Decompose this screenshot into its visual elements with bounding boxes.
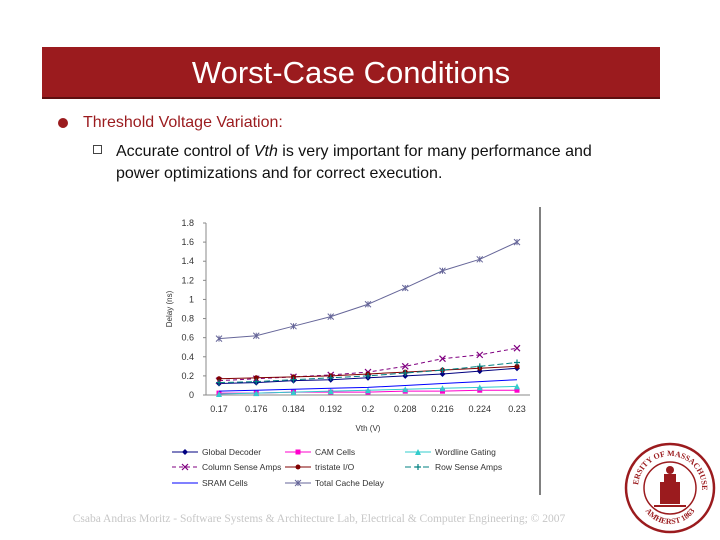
- bullet-box-icon: [93, 145, 102, 154]
- legend-marker-2: [415, 449, 421, 455]
- bullet-sub-suffix: is very important for many performance a…: [116, 143, 592, 182]
- x-tick-label: 0.216: [431, 404, 454, 414]
- series-3-point: [476, 351, 484, 359]
- y-tick-label: 0.8: [181, 314, 194, 324]
- legend-label-1: CAM Cells: [315, 447, 355, 457]
- series-4-point: [253, 375, 259, 381]
- legend-label-4: tristate I/O: [315, 462, 355, 472]
- series-5-point: [514, 359, 520, 366]
- series-7-point: [364, 300, 372, 308]
- legend-label-5: Row Sense Amps: [435, 462, 502, 472]
- series-4-point: [514, 363, 520, 369]
- bullet-dot-icon: [58, 118, 68, 128]
- y-tick-label: 0: [189, 390, 194, 400]
- series-3-point: [401, 362, 409, 370]
- series-5-point: [327, 374, 334, 381]
- y-tick-label: 1.8: [181, 218, 194, 228]
- x-tick-label: 0.2: [362, 404, 375, 414]
- x-tick-label: 0.23: [508, 404, 526, 414]
- delay-chart: 0 0.2 0.4 0.6 0.8 1 1.2 1.4 1.6 1.8 0.17 0.176 0.184…: [165, 207, 541, 495]
- series-2-point: [439, 385, 446, 392]
- bullet-sub-text: Accurate control of Vth is very importan…: [116, 141, 636, 185]
- x-tick-label: 0.17: [210, 404, 228, 414]
- series-3-point: [439, 355, 446, 363]
- series-5-point: [476, 363, 483, 370]
- series-7-point: [290, 322, 297, 330]
- y-tick-label: 1.6: [181, 237, 194, 247]
- series-5-point: [402, 370, 409, 377]
- slide-title: Worst-Case Conditions: [191, 55, 511, 90]
- legend-marker-3: [181, 463, 189, 471]
- series-7-point: [327, 313, 335, 320]
- series-2-point: [514, 383, 520, 390]
- legend-label-3: Column Sense Amps: [202, 462, 281, 472]
- y-tick-label: 0.2: [181, 371, 194, 381]
- series-2-point: [402, 386, 409, 393]
- series-5-point: [216, 379, 222, 386]
- y-tick-label: 1.4: [181, 256, 194, 266]
- legend-label-0: Global Decoder: [202, 447, 261, 457]
- legend-label-2: Wordline Gating: [435, 447, 496, 457]
- x-tick-label: 0.176: [245, 404, 268, 414]
- legend-marker-4: [295, 464, 301, 470]
- y-tick-label: 1.2: [181, 275, 194, 285]
- title-bar: Worst-Case Conditions: [42, 47, 660, 99]
- university-seal-icon: UNIVERSITY OF MASSACHUSETTS AMHERST 1863: [624, 442, 716, 534]
- series-5-point: [439, 367, 446, 374]
- legend-label-6: SRAM Cells: [202, 478, 248, 488]
- legend-marker-7: [294, 479, 302, 487]
- series-line-7: [218, 241, 518, 340]
- footer-text: Csaba Andras Moritz - Software Systems &…: [72, 513, 566, 525]
- series-7-point: [476, 255, 484, 263]
- legend-marker-0: [182, 449, 188, 455]
- series-1-point: [514, 387, 520, 393]
- series-2-point: [365, 387, 371, 394]
- x-tick-label: 0.192: [319, 404, 342, 414]
- x-tick-label: 0.208: [394, 404, 417, 414]
- series-2-point: [290, 389, 297, 396]
- chart-container: 0 0.2 0.4 0.6 0.8 1 1.2 1.4 1.6 1.8 0.17 0.176 0.184…: [160, 205, 550, 495]
- y-tick-label: 0.6: [181, 333, 194, 343]
- bullet-main-text: Threshold Voltage Variation:: [83, 114, 283, 131]
- legend-marker-1: [295, 449, 301, 455]
- series-5-point: [253, 378, 260, 385]
- series-2-point: [216, 391, 222, 398]
- series-5-point: [290, 376, 297, 383]
- series-2-point: [253, 390, 260, 397]
- y-tick-label: 0.4: [181, 352, 194, 362]
- series-7-point: [439, 267, 446, 275]
- series-4-point: [216, 376, 222, 382]
- x-tick-label: 0.184: [282, 404, 305, 414]
- series-0-point: [439, 370, 446, 377]
- bullet-sub-italic: Vth: [253, 143, 278, 160]
- legend-marker-5: [415, 464, 421, 470]
- series-2-point: [476, 384, 483, 391]
- x-axis-label: Vth (V): [356, 424, 381, 433]
- series-7-point: [401, 284, 409, 292]
- series-2-point: [327, 388, 334, 395]
- bullet-sub-prefix: Accurate control of: [116, 143, 254, 160]
- x-tick-label: 0.224: [468, 404, 491, 414]
- series-7-point: [513, 238, 521, 246]
- y-axis-label: Delay (ns): [165, 290, 174, 327]
- series-7-point: [252, 332, 260, 340]
- series-line-6: [218, 379, 518, 392]
- legend-label-7: Total Cache Delay: [315, 478, 385, 488]
- series-7-point: [215, 335, 223, 342]
- series-3-point: [513, 344, 521, 352]
- series-5-point: [365, 372, 371, 379]
- y-tick-label: 1: [189, 294, 194, 304]
